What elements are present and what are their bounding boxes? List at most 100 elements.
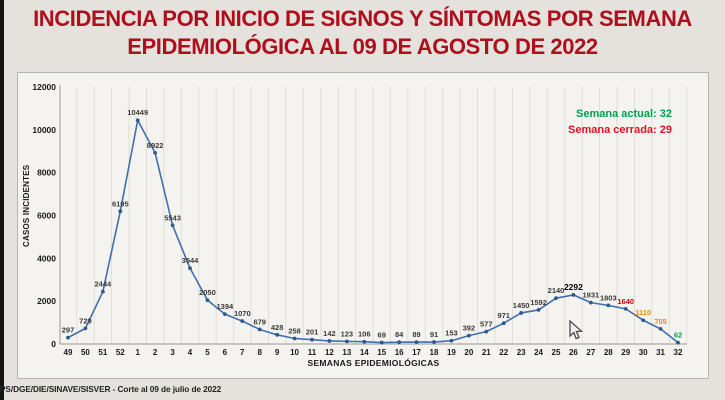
data-label: 6195 <box>112 199 129 208</box>
data-point <box>66 335 70 340</box>
x-tick-label: 5 <box>205 348 210 357</box>
data-label: 89 <box>412 330 420 339</box>
mouse-cursor <box>568 319 584 347</box>
data-label: 729 <box>79 316 92 325</box>
data-point <box>571 293 576 297</box>
y-tick-label: 2000 <box>37 296 56 306</box>
data-point <box>432 340 436 344</box>
data-label: 2444 <box>95 280 113 289</box>
data-label: 1640 <box>617 297 634 306</box>
data-point <box>310 337 314 342</box>
legend-closed-week: Semana cerrada: 29 <box>568 123 672 136</box>
data-label: 69 <box>378 331 386 340</box>
data-point <box>83 326 88 331</box>
data-point <box>484 329 489 334</box>
x-tick-label: 6 <box>223 348 228 357</box>
data-label: 2292 <box>564 282 583 292</box>
data-point <box>257 327 262 332</box>
data-point <box>554 296 558 301</box>
x-tick-label: 49 <box>64 348 73 357</box>
data-point <box>362 339 367 344</box>
page-title-line2: EPIDEMIOLÓGICA AL 09 DE AGOSTO DE 2022 <box>127 34 598 59</box>
data-label: 142 <box>323 329 336 338</box>
data-point <box>153 151 158 155</box>
x-tick-label: 28 <box>604 348 613 357</box>
legend-current-week: Semana actual: 32 <box>576 108 672 120</box>
data-label: 8922 <box>147 141 164 150</box>
data-label: 2140 <box>548 286 565 295</box>
data-point <box>344 339 349 344</box>
data-label: 1931 <box>583 291 600 300</box>
x-tick-label: 19 <box>447 348 456 357</box>
y-axis-title: CASOS INCIDENTES <box>22 164 31 247</box>
data-point <box>606 303 611 308</box>
y-tick-label: 10000 <box>32 125 56 135</box>
x-tick-label: 32 <box>674 348 683 357</box>
data-point <box>118 209 123 214</box>
data-point <box>205 298 210 302</box>
x-tick-label: 10 <box>290 348 299 357</box>
data-point <box>170 223 175 228</box>
data-label: 1110 <box>635 308 651 317</box>
x-tick-label: 11 <box>308 348 317 357</box>
data-point <box>588 300 593 305</box>
x-tick-label: 29 <box>621 348 630 357</box>
data-label: 577 <box>480 320 493 329</box>
chart-legend: Semana actual: 32 Semana cerrada: 29 <box>568 107 672 138</box>
x-tick-label: 2 <box>153 348 158 357</box>
page-title: INCIDENCIA POR INICIO DE SIGNOS Y SÍNTOM… <box>4 5 721 61</box>
data-label: 5543 <box>164 213 181 222</box>
x-tick-label: 30 <box>639 348 648 357</box>
data-label: 106 <box>358 330 371 339</box>
data-point <box>379 340 384 345</box>
data-label: 297 <box>62 326 75 335</box>
x-tick-label: 52 <box>116 348 125 357</box>
data-point <box>292 336 297 341</box>
x-tick-label: 1 <box>135 348 140 357</box>
x-axis-title: SEMANAS EPIDEMIOLÓGICAS <box>307 358 440 368</box>
data-point <box>222 312 227 317</box>
data-label: 1394 <box>217 302 235 311</box>
data-point <box>188 266 192 270</box>
series-line <box>67 119 679 344</box>
x-tick-label: 18 <box>430 348 439 357</box>
data-point <box>536 308 541 312</box>
x-tick-label: 17 <box>412 348 421 357</box>
x-tick-label: 20 <box>464 348 473 357</box>
data-point <box>397 340 402 345</box>
y-tick-label: 0 <box>51 339 56 349</box>
data-label: 62 <box>674 331 682 340</box>
data-label: 1803 <box>600 293 617 302</box>
x-tick-label: 8 <box>257 348 262 357</box>
data-point <box>414 340 419 344</box>
data-point <box>327 339 332 343</box>
data-point <box>676 340 680 345</box>
x-tick-label: 3 <box>170 348 175 357</box>
data-label: 3544 <box>182 256 200 265</box>
data-label: 1592 <box>530 298 547 307</box>
page-title-line1: INCIDENCIA POR INICIO DE SIGNOS Y SÍNTOM… <box>33 6 692 31</box>
data-point <box>449 338 454 343</box>
x-tick-label: 25 <box>552 348 561 357</box>
x-tick-label: 12 <box>325 348 334 357</box>
data-label: 971 <box>497 311 510 320</box>
data-label: 705 <box>654 317 667 326</box>
data-point <box>100 289 105 294</box>
data-label: 153 <box>445 329 458 338</box>
x-tick-label: 15 <box>377 348 386 357</box>
x-tick-label: 31 <box>656 348 665 357</box>
data-label: 1070 <box>234 309 251 318</box>
data-label: 2050 <box>199 288 216 297</box>
data-label: 201 <box>306 328 319 337</box>
data-label: 428 <box>271 323 284 332</box>
x-tick-label: 50 <box>81 348 90 357</box>
x-tick-label: 13 <box>342 348 351 357</box>
data-point <box>623 306 628 311</box>
y-tick-label: 6000 <box>37 211 56 221</box>
data-label: 123 <box>341 329 354 338</box>
y-tick-label: 4000 <box>37 253 56 263</box>
chart-panel <box>17 72 709 379</box>
x-tick-label: 23 <box>517 348 526 357</box>
data-label: 679 <box>253 317 266 326</box>
